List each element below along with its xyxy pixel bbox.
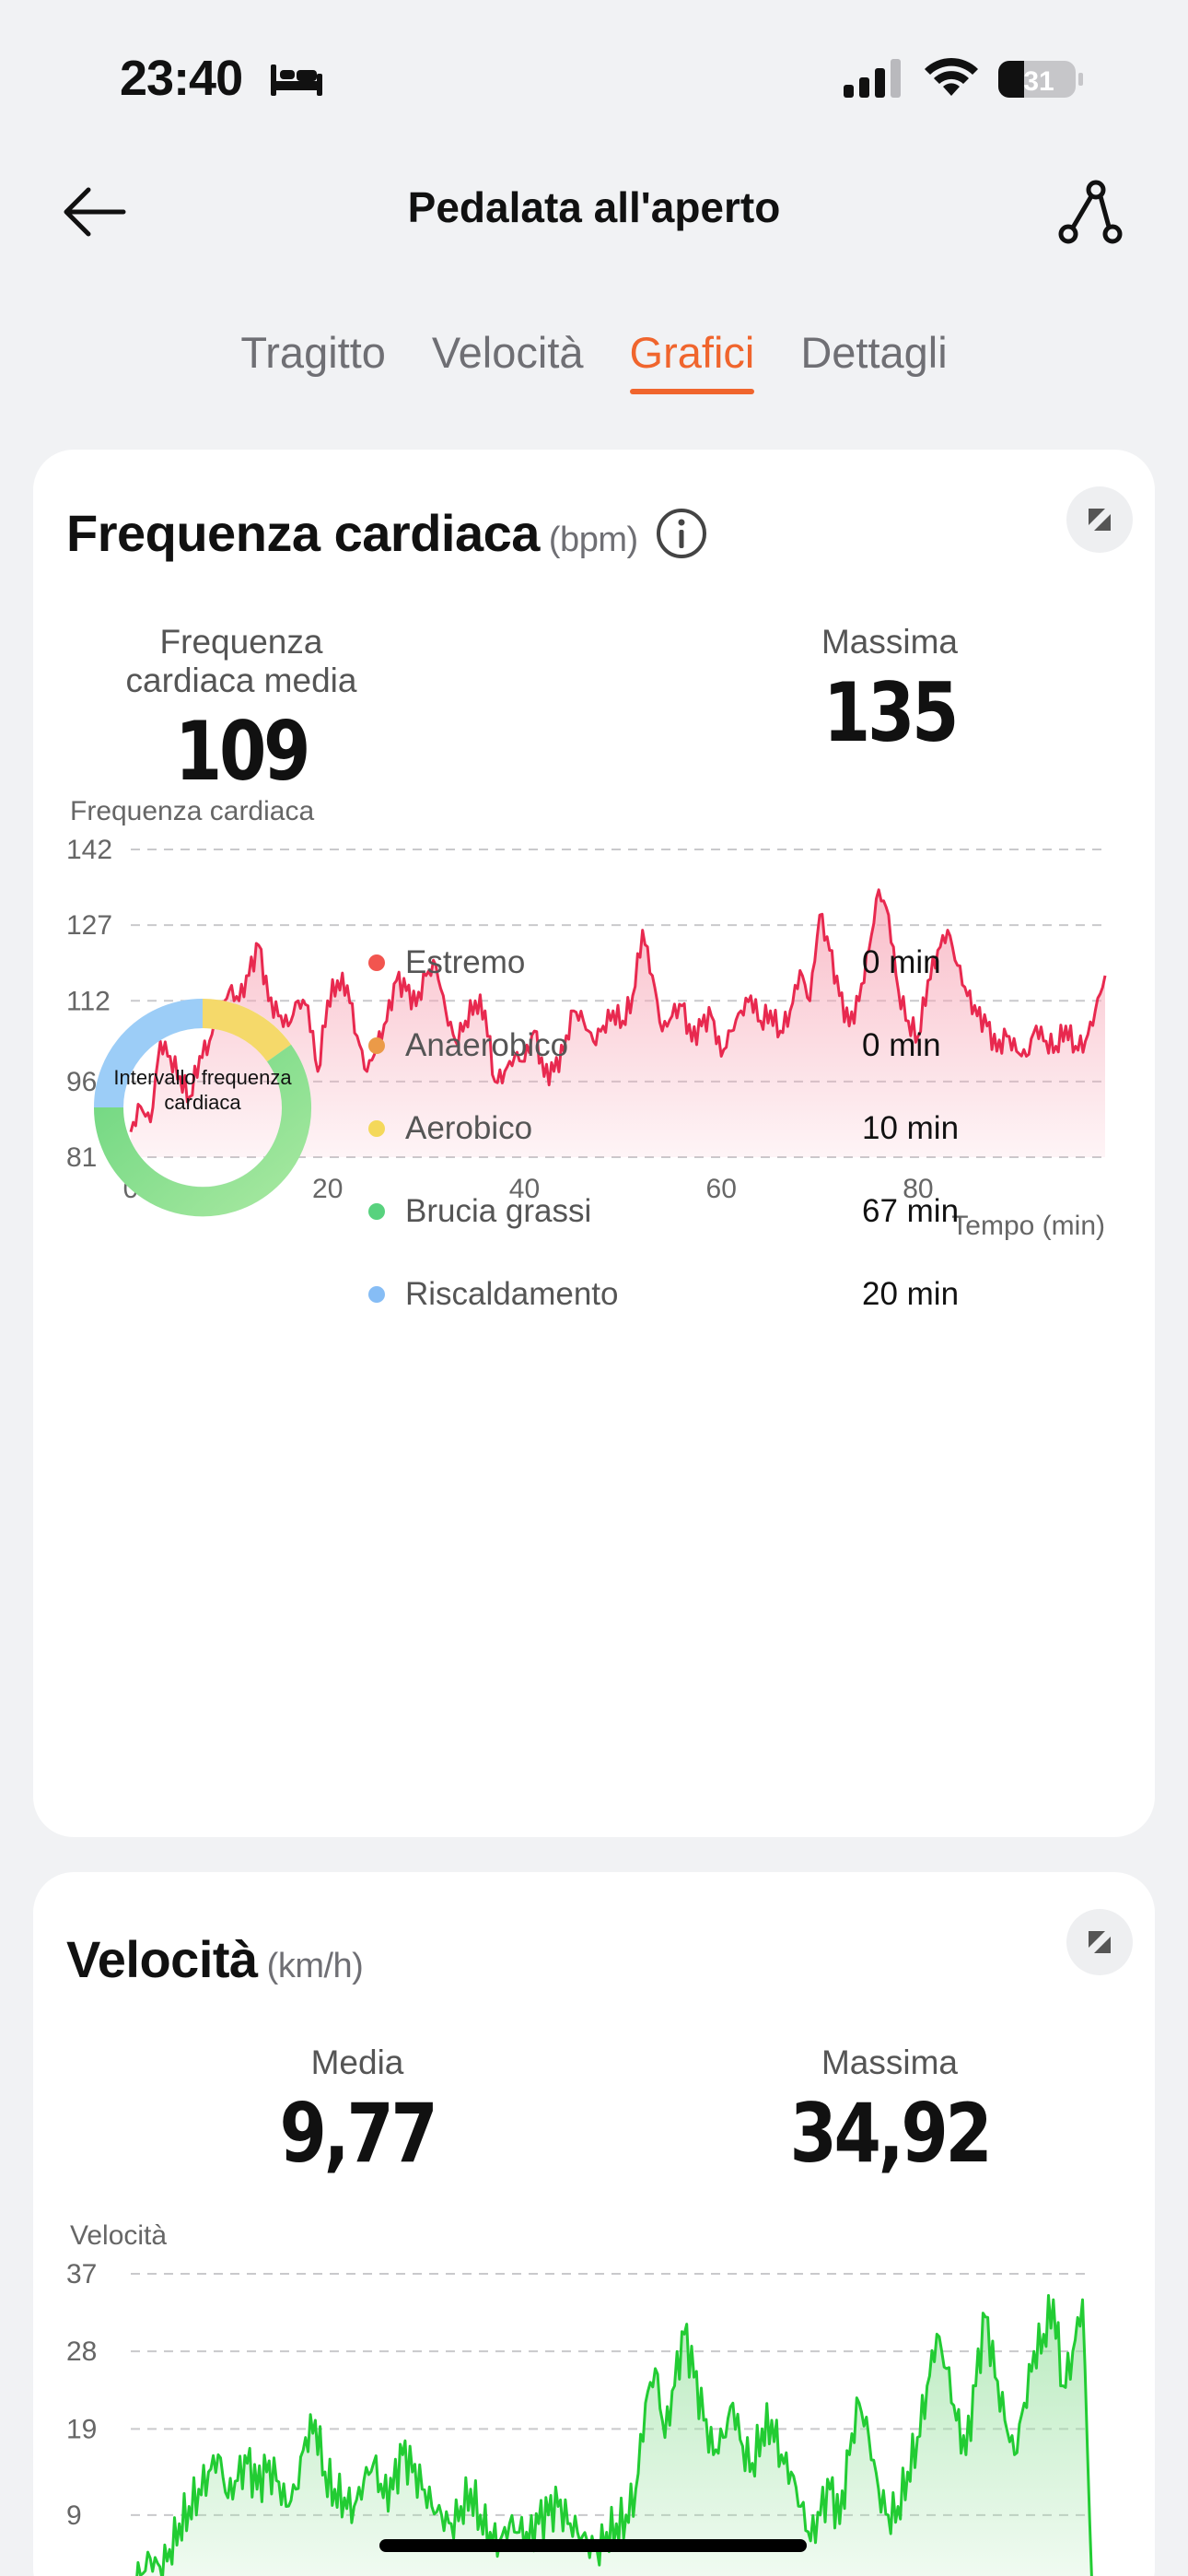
speed-title: Velocità (km/h) (66, 1929, 364, 1989)
speed-average-value: 9,77 (279, 2086, 438, 2181)
route-icon[interactable] (1052, 173, 1131, 252)
zone-row: Riscaldamento 20 min (368, 1253, 1087, 1336)
sleep-bed-icon (271, 64, 322, 96)
zone-dot (368, 1037, 385, 1054)
x-tick-label: 20 (312, 1174, 343, 1204)
expand-icon[interactable] (1066, 486, 1133, 553)
zone-dot (368, 1120, 385, 1137)
tab-bar: Tragitto Velocità Grafici Dettagli (0, 327, 1188, 394)
zone-name: Estremo (405, 944, 526, 980)
hr-zone-donut (93, 999, 311, 1217)
cellular-signal-icon (844, 59, 901, 98)
zone-dot (368, 1203, 385, 1220)
wifi-icon (925, 57, 978, 96)
zone-row: Brucia grassi 67 min (368, 1170, 1087, 1253)
battery-icon: 31 (998, 61, 1083, 98)
hr-average-value: 109 (174, 704, 311, 799)
x-tick-label: 60 (706, 1174, 737, 1204)
series-line (135, 2294, 1093, 2576)
hr-donut-label: Intervallo frequenza cardiaca (113, 1066, 292, 1114)
info-icon[interactable] (655, 507, 708, 560)
back-arrow-icon[interactable] (57, 175, 131, 249)
zone-name: Aerobico (405, 1110, 533, 1146)
y-tick-label: 142 (66, 835, 112, 865)
zone-value: 20 min (862, 1276, 960, 1312)
series-line (129, 888, 1107, 1132)
zone-value: 0 min (862, 1027, 941, 1063)
speed-chart: 9 19 28 37 (66, 2259, 1093, 2576)
x-tick-label: 80 (903, 1174, 933, 1204)
heart-rate-title: Frequenza cardiaca (bpm) (66, 503, 708, 563)
home-indicator (379, 2539, 807, 2552)
expand-icon[interactable] (1066, 1909, 1133, 1975)
speed-average: Media 9,77 (210, 2043, 505, 2181)
y-tick-label: 112 (66, 986, 111, 1016)
tab-tragitto[interactable]: Tragitto (240, 328, 386, 377)
hr-max-label: Massima (821, 623, 959, 661)
hr-average-label: Frequenza cardiaca media (125, 623, 357, 699)
series-area (131, 889, 1105, 1157)
zone-row: Aerobico 10 min (368, 1087, 1087, 1170)
y-tick-label: 9 (66, 2500, 82, 2531)
zone-dot (368, 1286, 385, 1303)
zone-value: 10 min (862, 1110, 960, 1146)
speed-max: Massima 34,92 (751, 2043, 1028, 2181)
zone-name: Anaerobico (405, 1027, 569, 1063)
y-tick-label: 37 (66, 2259, 97, 2289)
speed-title-text: Velocità (66, 1930, 258, 1988)
tab-grafici[interactable]: Grafici (629, 327, 754, 394)
speed-average-label: Media (310, 2043, 404, 2081)
speed-card: Velocità (km/h) Media 9,77 Massima 34,92 … (33, 1872, 1155, 2576)
speed-max-value: 34,92 (789, 2086, 992, 2181)
zone-row: Estremo 0 min (368, 921, 1087, 1004)
heart-rate-unit: (bpm) (548, 521, 638, 559)
speed-max-label: Massima (821, 2043, 959, 2081)
heart-rate-title-text: Frequenza cardiaca (66, 504, 540, 562)
hr-zone-list: Estremo 0 min Anaerobico 0 min Aerobico … (368, 921, 1087, 1336)
battery-level: 31 (1023, 66, 1054, 97)
zone-name: Brucia grassi (405, 1193, 592, 1229)
page-title: Pedalata all'aperto (407, 183, 781, 231)
heart-rate-average: Frequenza cardiaca media 109 (94, 623, 389, 799)
y-tick-label: 19 (66, 2414, 97, 2444)
zone-value: 67 min (862, 1193, 960, 1229)
y-tick-label: 28 (66, 2336, 97, 2367)
speed-chart-caption: Velocità (70, 2220, 168, 2251)
x-tick-label: 40 (509, 1174, 540, 1204)
hr-chart-caption: Frequenza cardiaca (70, 796, 315, 826)
tab-dettagli[interactable]: Dettagli (800, 328, 948, 377)
y-tick-label: 81 (66, 1142, 97, 1173)
tab-velocita[interactable]: Velocità (431, 328, 584, 377)
series-area (136, 2295, 1092, 2576)
zone-name: Riscaldamento (405, 1276, 619, 1312)
x-axis-label: Tempo (min) (951, 1211, 1105, 1241)
status-bar: 23:40 31 (0, 0, 1188, 157)
zone-dot (368, 954, 385, 971)
y-tick-label: 127 (66, 910, 112, 941)
zone-row: Anaerobico 0 min (368, 1004, 1087, 1087)
hr-max-value: 135 (822, 665, 960, 760)
heart-rate-max: Massima 135 (770, 623, 1009, 760)
status-time: 23:40 (120, 51, 243, 106)
heart-rate-card: Frequenza cardiaca (bpm) Frequenza cardia… (33, 450, 1155, 1837)
y-tick-label: 96 (66, 1067, 97, 1097)
speed-unit: (km/h) (266, 1947, 364, 1985)
zone-value: 0 min (862, 944, 941, 980)
